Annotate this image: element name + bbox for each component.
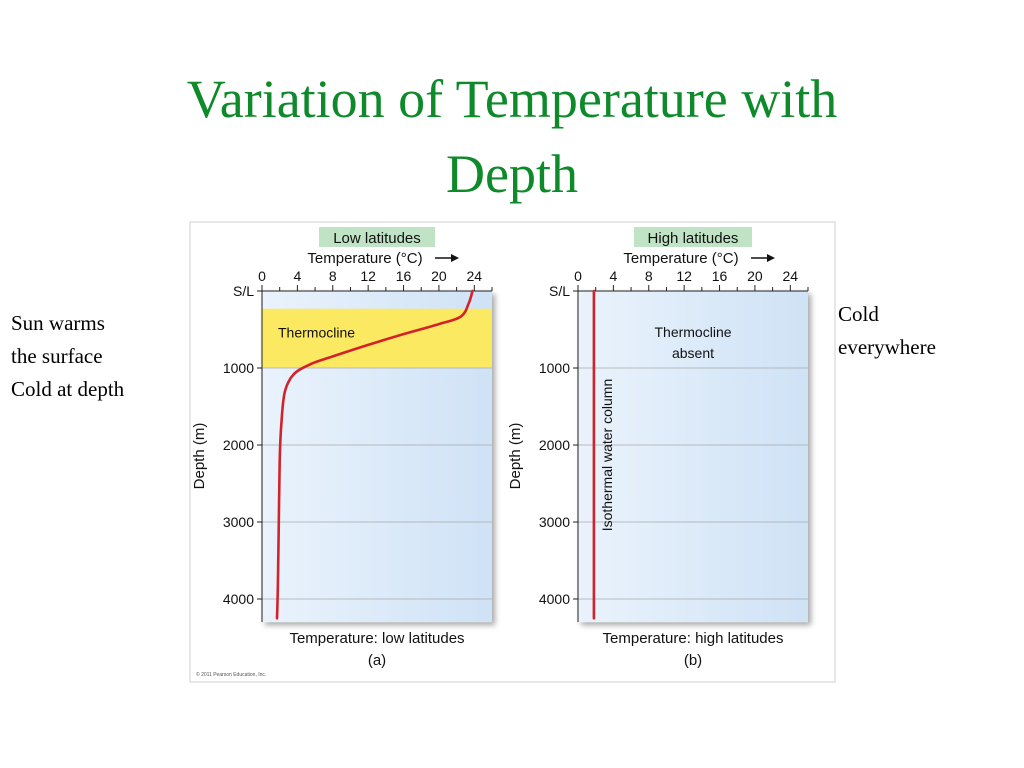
y-tick-label: 1000 xyxy=(223,360,254,376)
x-tick-label: 8 xyxy=(645,268,653,284)
title-line-2: Depth xyxy=(446,144,578,204)
isothermal-label: Isothermal water column xyxy=(599,379,615,532)
profile-point xyxy=(460,315,462,318)
note-left: Sun warms the surface Cold at depth xyxy=(11,307,124,406)
profile-point xyxy=(277,582,279,585)
arrow-right-icon xyxy=(767,254,775,262)
slide-title: Variation of Temperature with Depth xyxy=(0,62,1024,212)
x-axis-label: Temperature (°C) xyxy=(307,250,422,267)
panel-caption-letter: (b) xyxy=(684,652,702,669)
panel-header-badge xyxy=(634,227,752,247)
x-tick-label: 8 xyxy=(329,268,337,284)
annotation-line: Thermocline xyxy=(654,324,731,340)
profile-point xyxy=(309,363,312,365)
y-tick-label: 2000 xyxy=(539,437,570,453)
profile-point xyxy=(367,344,370,346)
profile-point xyxy=(277,521,280,523)
profile-point xyxy=(468,301,470,304)
panel-high-latitudes: S/L 1000 2000 3000 4000 0 4 8 12 16 20 24 High latit… xyxy=(507,227,809,669)
y-tick-label: S/L xyxy=(549,283,570,299)
y-tick-label: 1000 xyxy=(539,360,570,376)
copyright-text: © 2011 Pearson Education, Inc. xyxy=(196,671,266,678)
x-tick-label: 12 xyxy=(360,268,376,284)
profile-point xyxy=(471,290,474,292)
y-axis-label: Depth (m) xyxy=(191,423,208,490)
x-tick-label: 16 xyxy=(396,268,412,284)
y-tick-label: 4000 xyxy=(223,591,254,607)
panel-caption: Temperature: high latitudes xyxy=(603,630,784,647)
profile-point xyxy=(278,459,281,462)
note-right: Cold everywhere xyxy=(838,298,936,364)
title-line-1: Variation of Temperature with xyxy=(186,69,838,129)
y-tick-label: 3000 xyxy=(539,514,570,530)
x-tick-label: 24 xyxy=(783,268,799,284)
x-axis-label: Temperature (°C) xyxy=(623,250,738,267)
y-axis-label: Depth (m) xyxy=(507,423,524,490)
y-tick-label: 2000 xyxy=(223,437,254,453)
profile-point xyxy=(292,373,295,376)
water-column xyxy=(578,291,808,623)
panel-caption-letter: (a) xyxy=(368,652,386,669)
x-tick-label: 4 xyxy=(609,268,617,284)
profile-point xyxy=(331,355,334,358)
y-tick-label: 4000 xyxy=(539,591,570,607)
panel-caption: Temperature: low latitudes xyxy=(289,630,464,647)
x-tick-label: 20 xyxy=(431,268,447,284)
profile-point xyxy=(593,290,595,292)
note-right-line: Cold xyxy=(838,302,879,326)
profile-point xyxy=(276,617,278,620)
x-tick-label: 4 xyxy=(293,268,301,284)
profile-point xyxy=(280,421,283,423)
y-tick-label: S/L xyxy=(233,283,254,299)
panel-header: High latitudes xyxy=(648,230,739,247)
thermocline-label: Thermocline xyxy=(278,325,355,341)
x-tick-label: 20 xyxy=(747,268,763,284)
profile-point xyxy=(438,323,440,325)
x-tick-label: 24 xyxy=(467,268,483,284)
y-tick-label: 3000 xyxy=(223,514,254,530)
arrow-right-icon xyxy=(451,254,459,262)
panel-header: Low latitudes xyxy=(333,230,421,247)
profile-point xyxy=(593,617,595,620)
note-left-line: Cold at depth xyxy=(11,377,125,401)
x-tick-label: 16 xyxy=(712,268,728,284)
note-left-line: Sun warms xyxy=(11,311,105,335)
note-left-line: the surface xyxy=(11,344,103,368)
x-tick-label: 0 xyxy=(258,268,266,284)
annotation-line: absent xyxy=(672,345,714,361)
profile-point xyxy=(284,390,286,392)
panel-header-badge xyxy=(319,227,435,247)
x-tick-label: 12 xyxy=(676,268,692,284)
profile-point xyxy=(402,333,405,335)
panel-low-latitudes: Thermocline S/L 1000 2000 3000 4000 0 4 8 12 16 20 2… xyxy=(191,227,493,669)
x-tick-label: 0 xyxy=(574,268,582,284)
note-right-line: everywhere xyxy=(838,335,936,359)
